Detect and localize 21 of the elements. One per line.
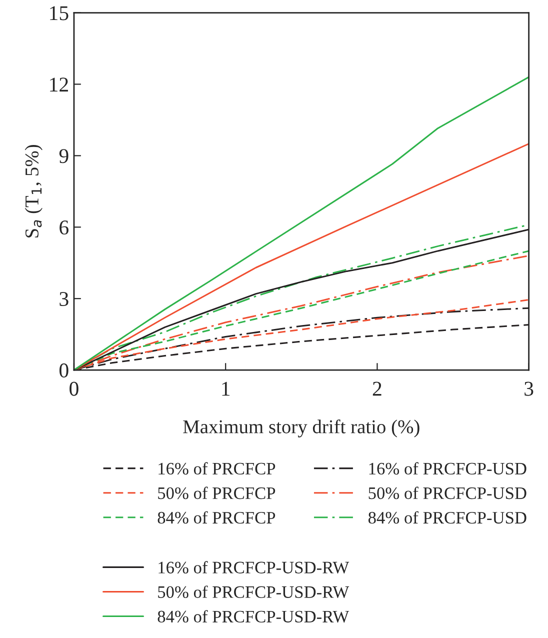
y-tick-label: 6 <box>60 220 68 235</box>
legend-label: 16% of PRCFCP-USD <box>369 462 526 475</box>
y-axis-title: S$_{a}$ (T$_{1}$, 5%) <box>24 145 42 238</box>
x-tick-label: 0 <box>70 382 78 396</box>
y-tick-label: 9 <box>59 149 68 164</box>
y-tick-label: 3 <box>60 292 68 306</box>
x-tick-label: 2 <box>372 382 382 396</box>
legend-label: 50% of PRCFCP-USD-RW <box>158 586 350 598</box>
legend-label: 84% of PRCFCP <box>158 511 276 524</box>
y-tick-label: 0 <box>59 363 68 378</box>
y-tick-label: 12 <box>50 78 68 92</box>
legend-label: 84% of PRCFCP-USD-RW <box>158 610 350 623</box>
legend-label: 50% of PRCFCP <box>158 486 276 500</box>
y-tick-label: 15 <box>50 6 68 20</box>
legend-label: 16% of PRCFCP-USD-RW <box>158 561 350 574</box>
legend-label: 84% of PRCFCP-USD <box>368 511 526 524</box>
legend-label: 50% of PRCFCP-USD <box>368 486 526 500</box>
legend-label: 16% of PRCFCP <box>158 462 276 475</box>
x-tick-label: 3 <box>524 382 534 396</box>
x-axis-title: Maximum story drift ratio (%) <box>183 419 420 438</box>
x-tick-label: 1 <box>222 382 230 396</box>
